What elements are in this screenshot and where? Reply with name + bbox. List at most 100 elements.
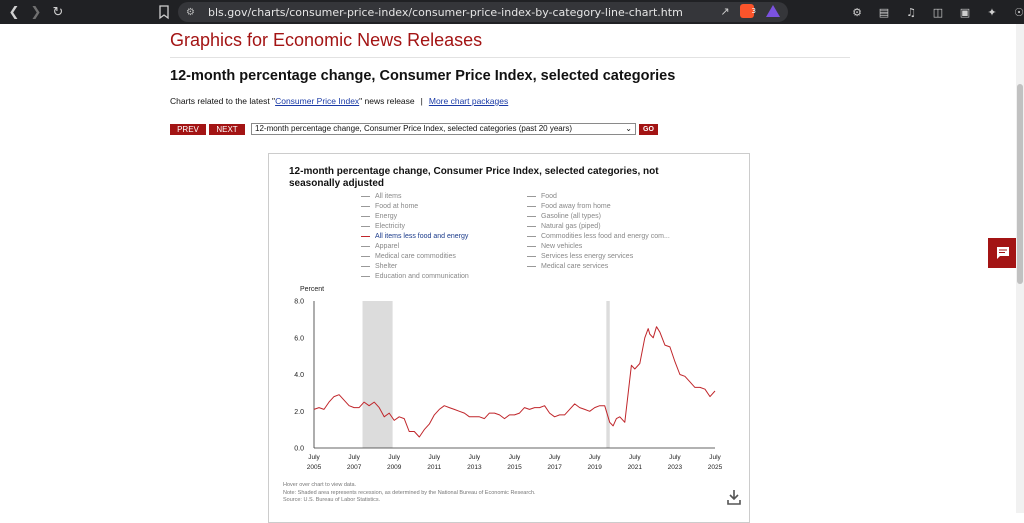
x-tick-month: July <box>589 454 601 461</box>
legend-item[interactable]: Education and communication <box>361 271 469 281</box>
legend-swatch <box>527 255 536 257</box>
x-tick-year: 2015 <box>507 464 522 471</box>
y-tick-label: 4.0 <box>294 372 304 379</box>
legend-left-column: All items Food at home Energy Electricity Al… <box>361 191 469 281</box>
url-text[interactable]: bls.gov/charts/consumer-price-index/cons… <box>208 5 683 19</box>
reader-mode-icon[interactable]: ▤ <box>878 5 890 19</box>
chart-container: 12-month percentage change, Consumer Pri… <box>268 153 750 523</box>
back-icon[interactable]: ❮ <box>8 4 20 20</box>
legend-swatch <box>361 235 370 237</box>
bookmark-icon[interactable] <box>156 4 172 20</box>
leo-ai-icon[interactable]: ✦ <box>987 5 997 19</box>
legend-label: Medical care services <box>541 262 609 270</box>
extensions-icon[interactable]: ⚙ <box>852 5 862 19</box>
x-tick-year: 2017 <box>547 464 562 471</box>
legend-swatch <box>527 215 536 217</box>
media-icon[interactable]: ♫ <box>906 5 916 19</box>
legend-item[interactable]: All items less food and energy <box>361 231 469 241</box>
legend-item[interactable]: Medical care commodities <box>361 251 469 261</box>
legend-label: Energy <box>375 212 398 220</box>
legend-item[interactable]: Services less energy services <box>527 251 670 261</box>
reload-icon[interactable]: ↻ <box>52 4 64 20</box>
extension-badge-count: 3 <box>751 7 756 15</box>
legend-label: All items less food and energy <box>375 232 469 240</box>
x-tick-month: July <box>348 454 360 461</box>
x-tick-year: 2023 <box>668 464 683 471</box>
feedback-chat-button[interactable] <box>988 238 1018 268</box>
legend-item[interactable]: Electricity <box>361 221 469 231</box>
chevron-down-icon: ⌄ <box>625 124 632 133</box>
browser-toolbar: ❮ ❯ ↻ ⚙ bls.gov/charts/consumer-price-in… <box>0 0 1024 24</box>
line-chart[interactable]: Percent 0.0 2.0 4.0 6.0 8.0 July 2005 July 2007 Ju… <box>269 279 749 479</box>
legend-item[interactable]: All items <box>361 191 469 201</box>
legend-right-column: Food Food away from home Gasoline (all typ… <box>527 191 670 271</box>
brave-shields-icon[interactable] <box>739 4 754 18</box>
legend-item[interactable]: Apparel <box>361 241 469 251</box>
legend-item[interactable]: New vehicles <box>527 241 670 251</box>
chart-title: 12-month percentage change, Consumer Pri… <box>289 166 659 189</box>
legend-swatch <box>527 245 536 247</box>
recession-note: Note: Shaded area represents recession, … <box>283 489 536 496</box>
legend-item[interactable]: Shelter <box>361 261 469 271</box>
legend-swatch <box>361 245 370 247</box>
legend-label: Food away from home <box>541 202 611 210</box>
legend-item[interactable]: Medical care services <box>527 261 670 271</box>
site-title: Graphics for Economic News Releases <box>170 30 483 50</box>
legend-swatch <box>527 205 536 207</box>
chart-select[interactable]: 12-month percentage change, Consumer Pri… <box>251 123 636 135</box>
more-chart-packages-link[interactable]: More chart packages <box>428 96 509 106</box>
x-tick-month: July <box>429 454 441 461</box>
x-tick-year: 2011 <box>427 464 441 471</box>
legend-item[interactable]: Food <box>527 191 670 201</box>
next-button[interactable]: NEXT <box>209 123 245 135</box>
legend-label: Apparel <box>375 242 400 250</box>
wallet-icon[interactable]: ▣ <box>959 5 971 19</box>
cpi-news-release-link[interactable]: Consumer Price Index <box>275 96 360 106</box>
legend-item[interactable]: Natural gas (piped) <box>527 221 670 231</box>
page-scrollbar[interactable] <box>1016 24 1024 513</box>
download-icon[interactable] <box>727 489 741 505</box>
prev-button[interactable]: PREV <box>170 123 206 135</box>
y-tick-label: 8.0 <box>294 299 304 306</box>
go-button[interactable]: GO <box>639 123 658 135</box>
legend-swatch <box>361 255 370 257</box>
legend-label: Food <box>541 192 557 200</box>
forward-icon[interactable]: ❯ <box>30 4 42 20</box>
legend-item[interactable]: Energy <box>361 211 469 221</box>
x-tick-year: 2021 <box>628 464 643 471</box>
x-tick-month: July <box>469 454 481 461</box>
related-suffix: " news release <box>359 96 415 106</box>
legend-swatch <box>361 265 370 267</box>
legend-item[interactable]: Gasoline (all types) <box>527 211 670 221</box>
chart-navigation: PREV NEXT 12-month percentage change, Co… <box>170 123 661 135</box>
legend-swatch <box>361 215 370 217</box>
source-note: Source: U.S. Bureau of Labor Statistics. <box>283 497 381 503</box>
series-line[interactable] <box>313 326 716 438</box>
x-tick-year: 2025 <box>708 464 723 471</box>
x-tick-month: July <box>388 454 400 461</box>
legend-label: Services less energy services <box>541 252 634 260</box>
brave-rewards-icon[interactable] <box>766 5 780 17</box>
legend-item[interactable]: Food at home <box>361 201 469 211</box>
legend-label: All items <box>375 192 402 200</box>
x-tick-year: 2013 <box>467 464 482 471</box>
legend-label: New vehicles <box>541 242 583 250</box>
scrollbar-thumb[interactable] <box>1017 84 1023 284</box>
share-icon[interactable]: ↗ <box>720 4 730 18</box>
legend-label: Gasoline (all types) <box>541 212 601 220</box>
y-axis-label: Percent <box>300 286 324 293</box>
link-separator: | <box>420 96 423 106</box>
legend-item[interactable]: Commodities less food and energy com... <box>527 231 670 241</box>
legend-swatch <box>527 265 536 267</box>
vpn-icon[interactable]: ☉ <box>1014 5 1024 19</box>
x-tick-month: July <box>509 454 521 461</box>
hover-hint: Hover over chart to view data. <box>283 482 357 488</box>
sidebar-icon[interactable]: ◫ <box>932 5 944 19</box>
legend-item[interactable]: Food away from home <box>527 201 670 211</box>
site-settings-icon[interactable]: ⚙ <box>186 6 195 18</box>
x-tick-year: 2005 <box>307 464 322 471</box>
address-bar[interactable]: ⚙ bls.gov/charts/consumer-price-index/co… <box>178 2 788 22</box>
y-tick-label: 0.0 <box>294 446 304 453</box>
x-tick-month: July <box>629 454 641 461</box>
related-links: Charts related to the latest "Consumer P… <box>170 96 508 106</box>
